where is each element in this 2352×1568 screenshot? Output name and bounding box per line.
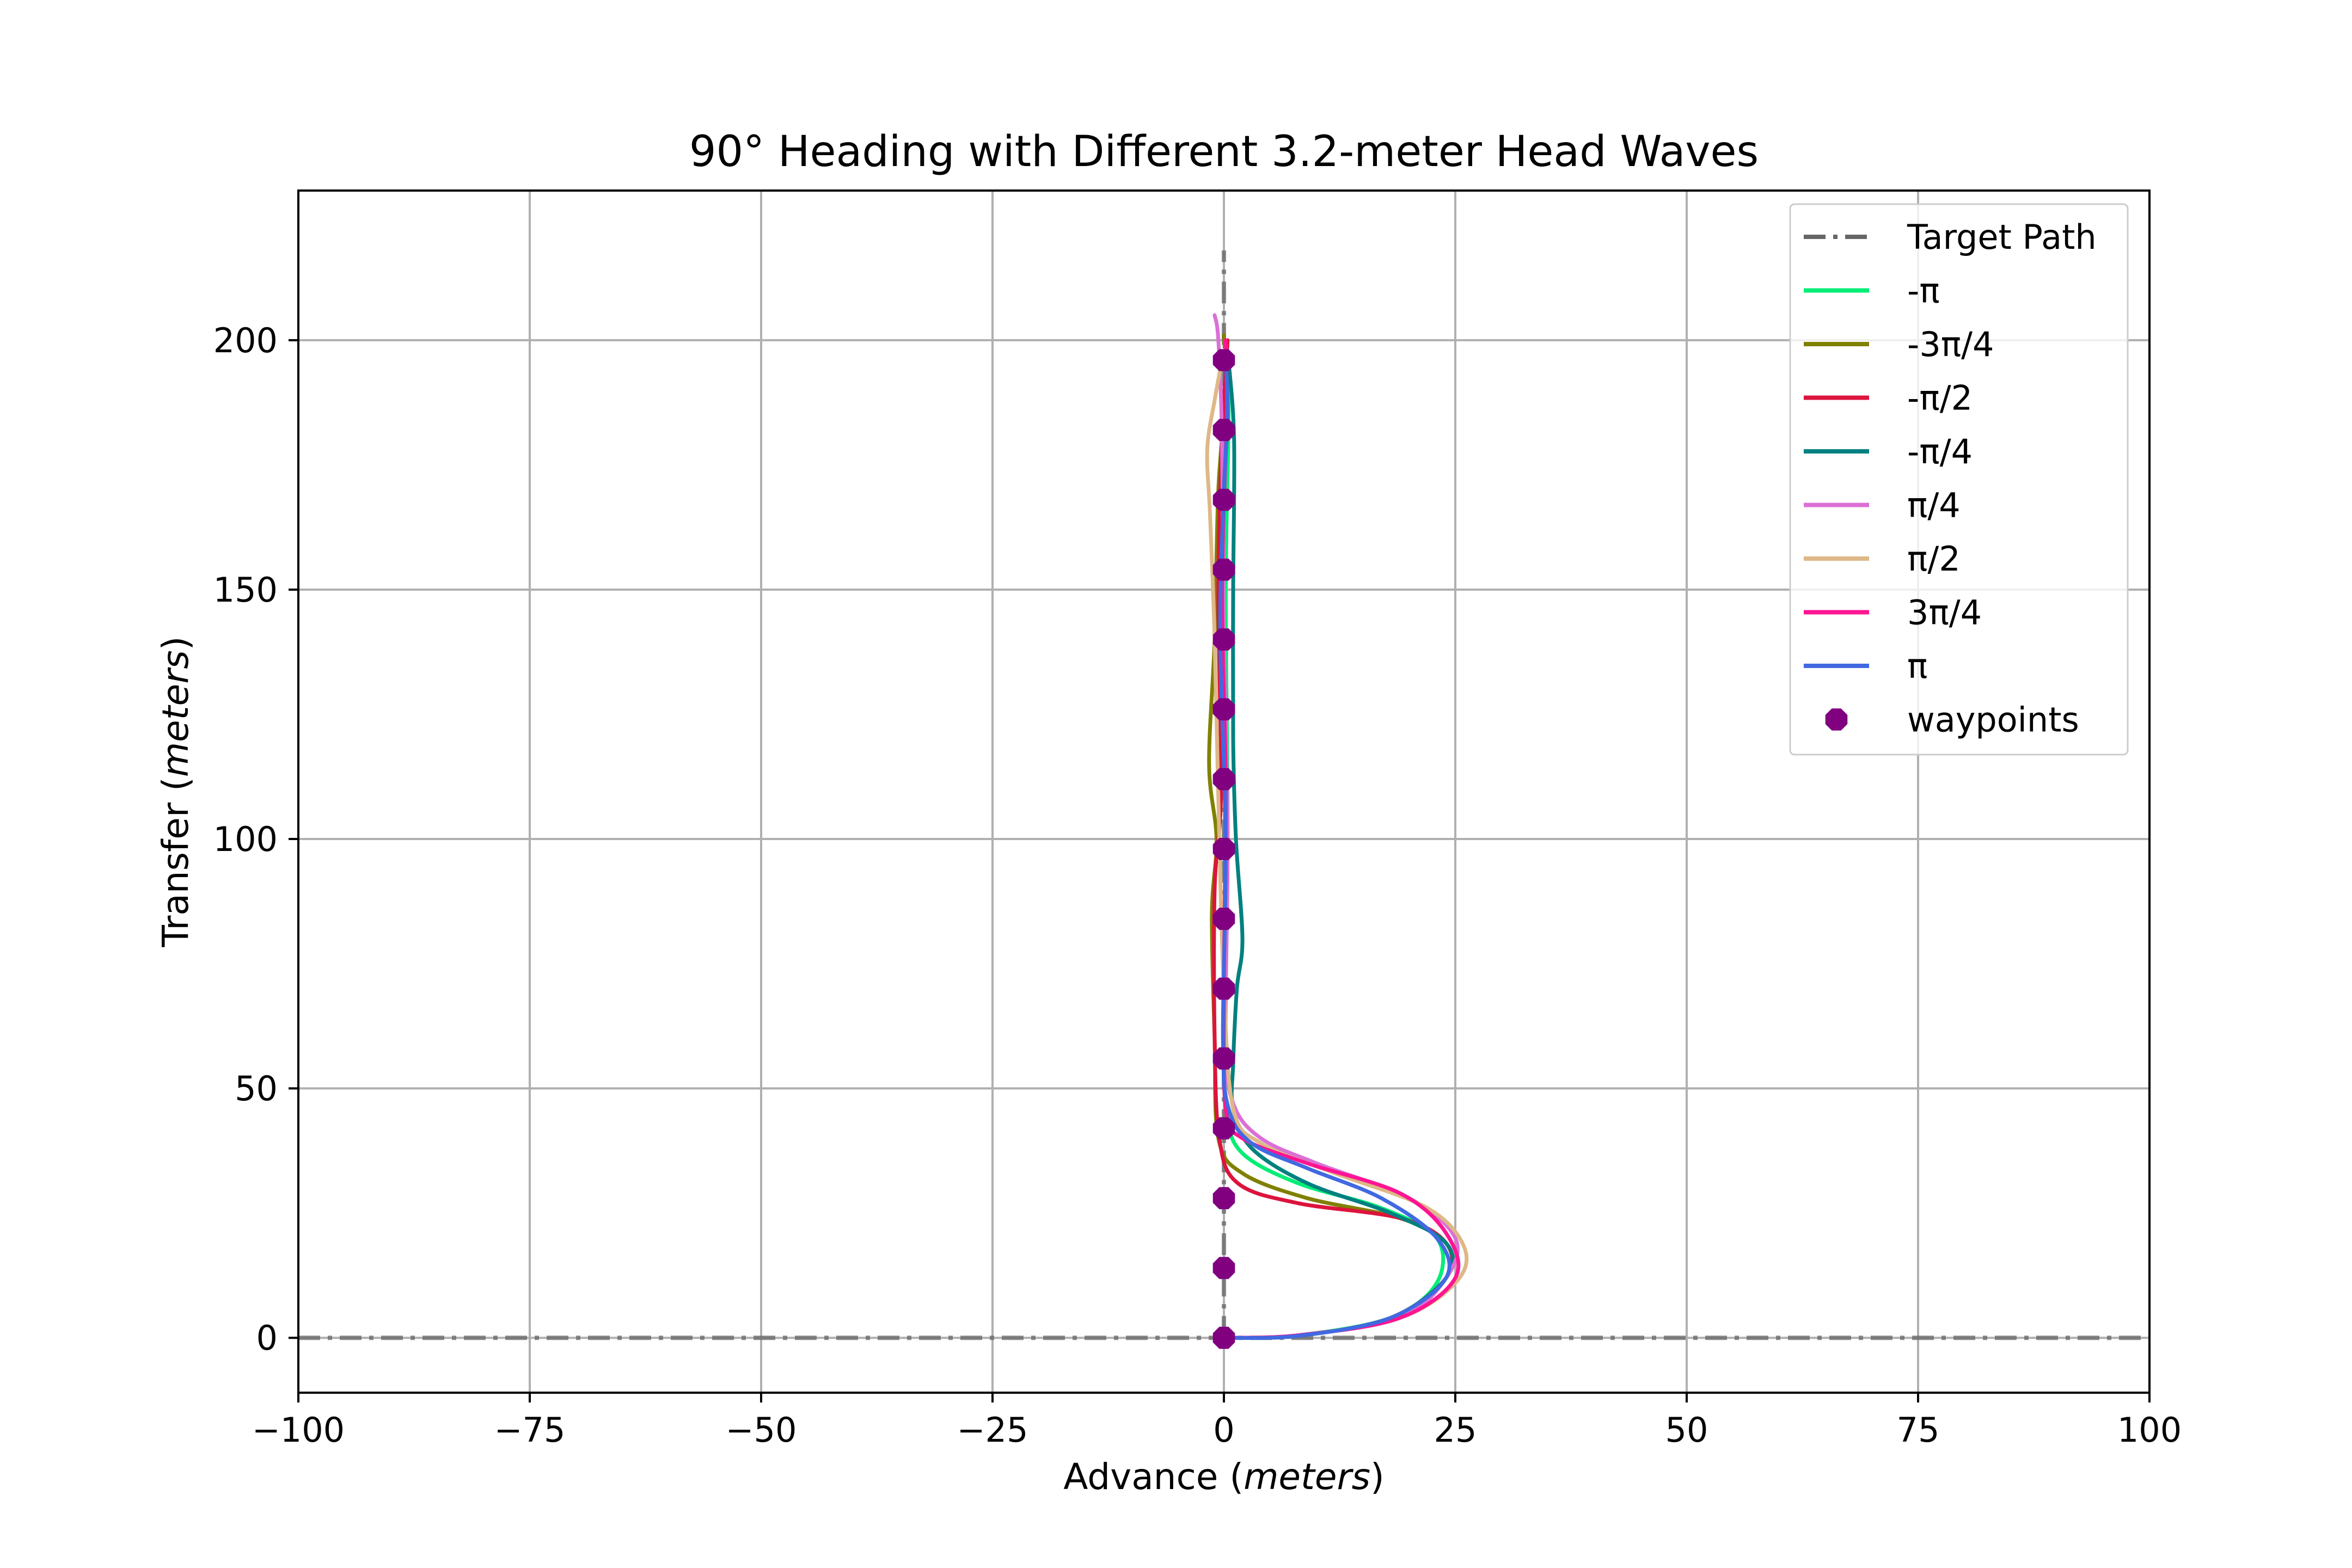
y-axis-label-open: ( bbox=[155, 777, 197, 803]
chart-title: 90° Heading with Different 3.2-meter Hea… bbox=[689, 127, 1759, 176]
waypoint-marker bbox=[1212, 908, 1235, 930]
x-tick-label: −25 bbox=[957, 1410, 1028, 1450]
legend-entry-label: π bbox=[1907, 646, 1927, 686]
x-axis-ticks: −100 −75 −50 −25 0 25 50 75 100 bbox=[252, 1393, 2182, 1450]
y-axis-label-main: Transfer bbox=[155, 802, 197, 947]
waypoint-marker bbox=[1212, 1257, 1235, 1279]
legend-entry-label: -π bbox=[1907, 271, 1940, 311]
x-tick-label: 25 bbox=[1434, 1410, 1477, 1450]
x-tick-label: 100 bbox=[2117, 1410, 2182, 1450]
x-tick-label: 0 bbox=[1213, 1410, 1234, 1450]
series-lines bbox=[1205, 313, 1469, 1340]
x-tick-label: −75 bbox=[494, 1410, 566, 1450]
legend-entry-label: -π/2 bbox=[1907, 378, 1973, 418]
waypoint-marker bbox=[1212, 698, 1235, 721]
y-axis-label: Transfer (meters) bbox=[155, 636, 197, 948]
x-axis-label-close: ) bbox=[1370, 1456, 1385, 1498]
y-tick-label: 150 bbox=[213, 570, 278, 610]
x-tick-label: 75 bbox=[1897, 1410, 1940, 1450]
waypoint-marker bbox=[1212, 559, 1235, 581]
series-line-7 bbox=[1218, 358, 1451, 1340]
legend-entry-label: π/2 bbox=[1907, 539, 1961, 579]
waypoint-marker bbox=[1212, 977, 1235, 1000]
waypoint-marker bbox=[1212, 1117, 1235, 1140]
legend-entry-label: waypoints bbox=[1907, 700, 2079, 740]
legend: Target Path -π -3π/4 -π/2 -π/4 π/4 π/2 3π/4 π way… bbox=[1789, 203, 2129, 756]
y-axis-label-unit: meters bbox=[155, 650, 197, 777]
waypoint-marker bbox=[1212, 768, 1235, 791]
x-axis-label-main: Advance bbox=[1063, 1456, 1218, 1498]
legend-entry-label: π/4 bbox=[1907, 486, 1961, 525]
waypoint-marker bbox=[1212, 1047, 1235, 1070]
x-tick-label: −100 bbox=[252, 1410, 345, 1450]
legend-entry-label: -π/4 bbox=[1907, 432, 1973, 471]
waypoint-marker bbox=[1212, 488, 1235, 511]
x-tick-label: −50 bbox=[726, 1410, 797, 1450]
waypoint-marker bbox=[1212, 419, 1235, 442]
y-tick-label: 100 bbox=[213, 819, 278, 859]
waypoint-marker bbox=[1212, 1187, 1235, 1209]
waypoint-marker bbox=[1212, 838, 1235, 860]
legend-entry-label: -3π/4 bbox=[1907, 324, 1994, 364]
x-tick-label: 50 bbox=[1665, 1410, 1708, 1450]
x-axis-label-open: ( bbox=[1218, 1456, 1244, 1498]
legend-entry-label: Target Path bbox=[1907, 217, 2097, 257]
legend-swatch bbox=[1825, 708, 1848, 731]
y-tick-label: 0 bbox=[256, 1318, 278, 1358]
x-axis-label-unit: meters bbox=[1244, 1456, 1370, 1498]
legend-entry-label: 3π/4 bbox=[1907, 593, 1982, 633]
y-tick-label: 200 bbox=[213, 321, 278, 360]
x-axis-label: Advance (meters) bbox=[1063, 1456, 1385, 1498]
waypoint-markers bbox=[1212, 349, 1235, 1349]
waypoint-marker bbox=[1212, 349, 1235, 371]
y-axis-ticks: 0 50 100 150 200 bbox=[213, 321, 298, 1358]
legend-box bbox=[1789, 203, 2129, 756]
y-tick-label: 50 bbox=[235, 1069, 278, 1108]
waypoint-marker bbox=[1212, 1326, 1235, 1349]
y-axis-label-close: ) bbox=[155, 636, 197, 651]
waypoint-marker bbox=[1212, 628, 1235, 651]
